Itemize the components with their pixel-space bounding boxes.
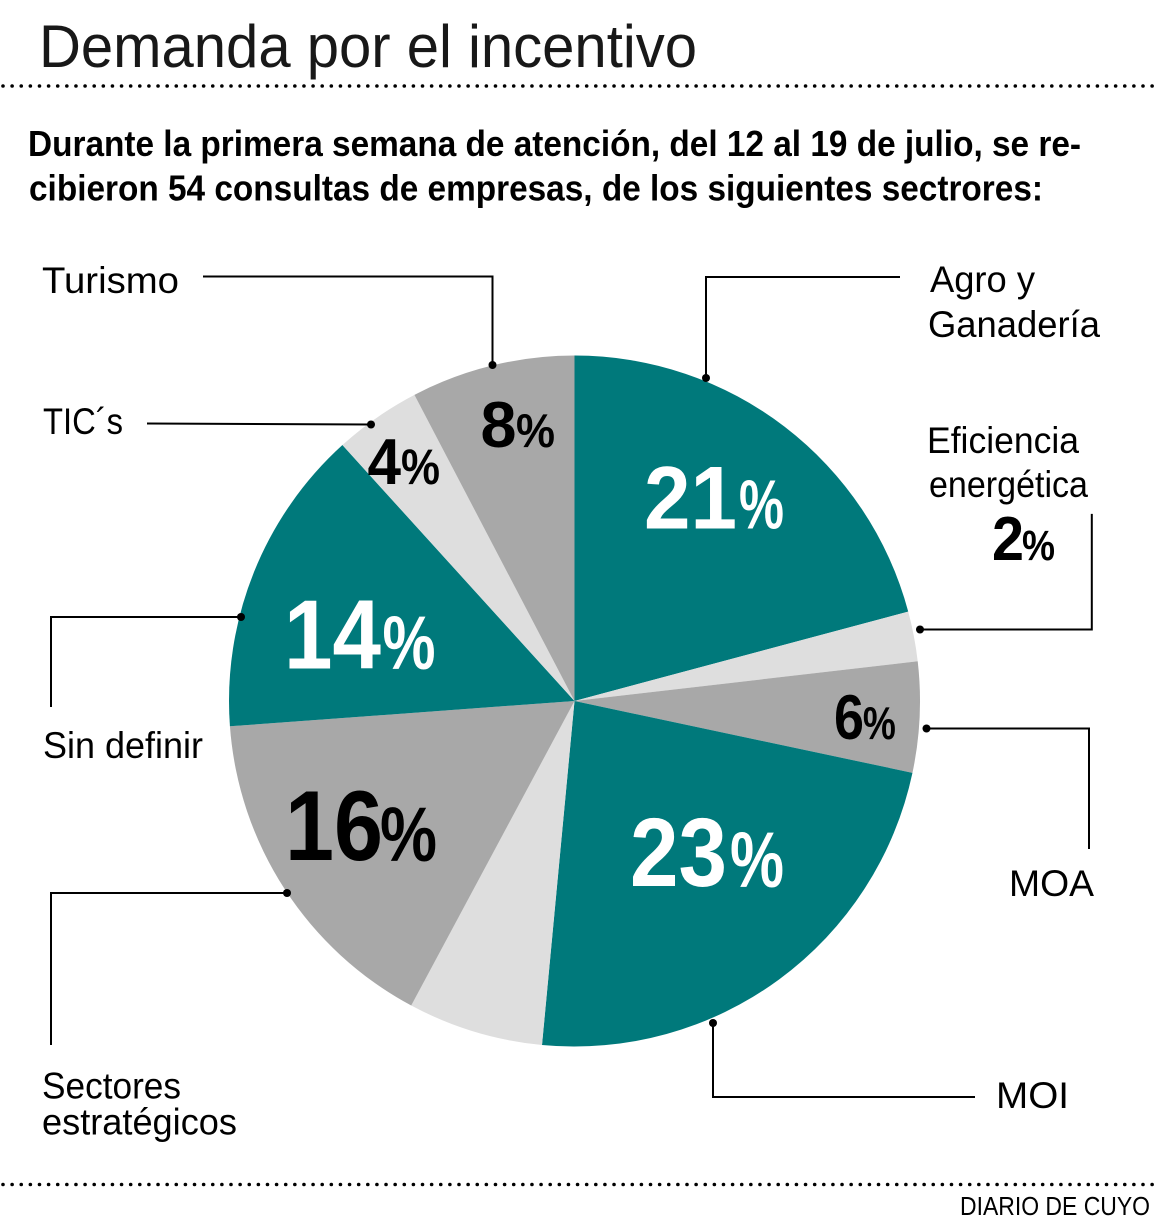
svg-text:14: 14 [284,580,381,690]
svg-text:Agro y: Agro y [930,259,1035,300]
svg-text:4: 4 [368,425,402,498]
svg-text:6: 6 [834,683,864,753]
svg-text:estratégicos: estratégicos [42,1102,237,1143]
svg-text:DIARIO DE CUYO: DIARIO DE CUYO [960,1191,1150,1221]
svg-text:cibieron 54 consultas de empre: cibieron 54 consultas de empresas, de lo… [29,167,1043,208]
svg-text:21: 21 [644,448,737,548]
svg-text:%: % [739,466,784,544]
svg-text:Ganadería: Ganadería [928,304,1100,345]
svg-text:%: % [380,792,437,878]
svg-text:%: % [401,439,440,495]
svg-text:%: % [730,815,784,904]
svg-text:Sin definir: Sin definir [43,725,203,766]
svg-text:16: 16 [285,770,383,881]
svg-text:23: 23 [630,798,727,907]
svg-text:Sectores: Sectores [42,1066,181,1107]
svg-text:MOI: MOI [996,1075,1069,1116]
svg-text:Eficiencia: Eficiencia [927,420,1079,461]
svg-text:TIC´s: TIC´s [43,401,123,442]
svg-text:%: % [516,405,555,458]
svg-text:8: 8 [481,388,517,461]
svg-text:2: 2 [992,505,1024,574]
svg-text:%: % [1022,522,1055,570]
svg-text:energética: energética [929,464,1088,505]
svg-text:Turismo: Turismo [42,260,179,301]
svg-text:Durante la primera semana de a: Durante la primera semana de atención, d… [28,123,1081,164]
svg-text:MOA: MOA [1009,863,1094,904]
svg-text:%: % [863,697,896,749]
svg-text:Demanda por el incentivo: Demanda por el incentivo [39,13,697,80]
svg-text:%: % [383,601,436,686]
